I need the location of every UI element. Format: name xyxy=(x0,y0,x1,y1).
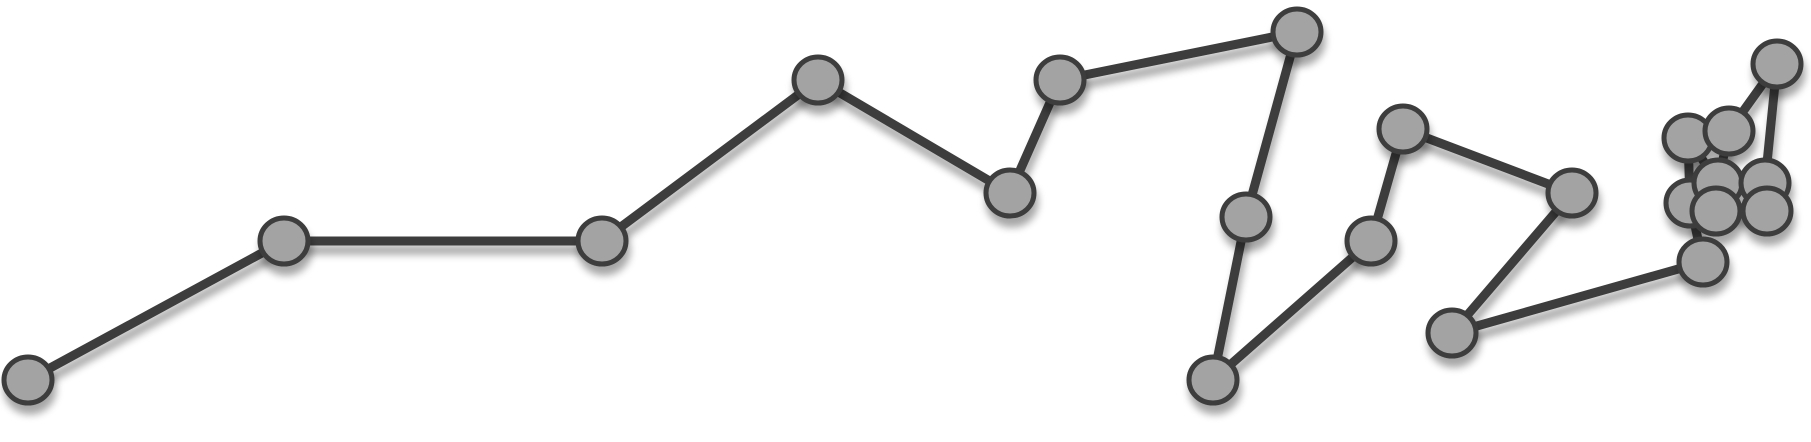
path-node xyxy=(1033,54,1087,106)
path-node xyxy=(1545,167,1599,219)
path-edge xyxy=(1055,27,1302,85)
path-node xyxy=(1425,307,1479,359)
path-edge xyxy=(1398,124,1577,198)
path-edges xyxy=(23,27,1782,385)
path-node xyxy=(1689,185,1743,237)
path-edge xyxy=(1447,188,1577,338)
path-node xyxy=(1,354,55,406)
path-edge xyxy=(813,75,1015,198)
path-node xyxy=(1376,103,1430,155)
path-node xyxy=(791,54,845,106)
path-edge xyxy=(1208,236,1376,385)
path-node xyxy=(1676,236,1730,288)
path-node xyxy=(575,215,629,267)
path-node xyxy=(1186,354,1240,406)
path-node xyxy=(1344,215,1398,267)
path-edge xyxy=(1241,27,1302,222)
path-edge xyxy=(23,236,289,385)
path-node xyxy=(1219,191,1273,243)
path-edge xyxy=(1208,212,1251,385)
path-nodes xyxy=(1,6,1804,406)
path-node xyxy=(257,215,311,267)
path-edge xyxy=(1447,257,1708,338)
path-node xyxy=(983,167,1037,219)
path-node xyxy=(1270,6,1324,58)
path-node xyxy=(1740,185,1794,237)
path-node xyxy=(1750,38,1804,90)
path-node xyxy=(1702,105,1756,157)
path-edge xyxy=(597,75,823,246)
